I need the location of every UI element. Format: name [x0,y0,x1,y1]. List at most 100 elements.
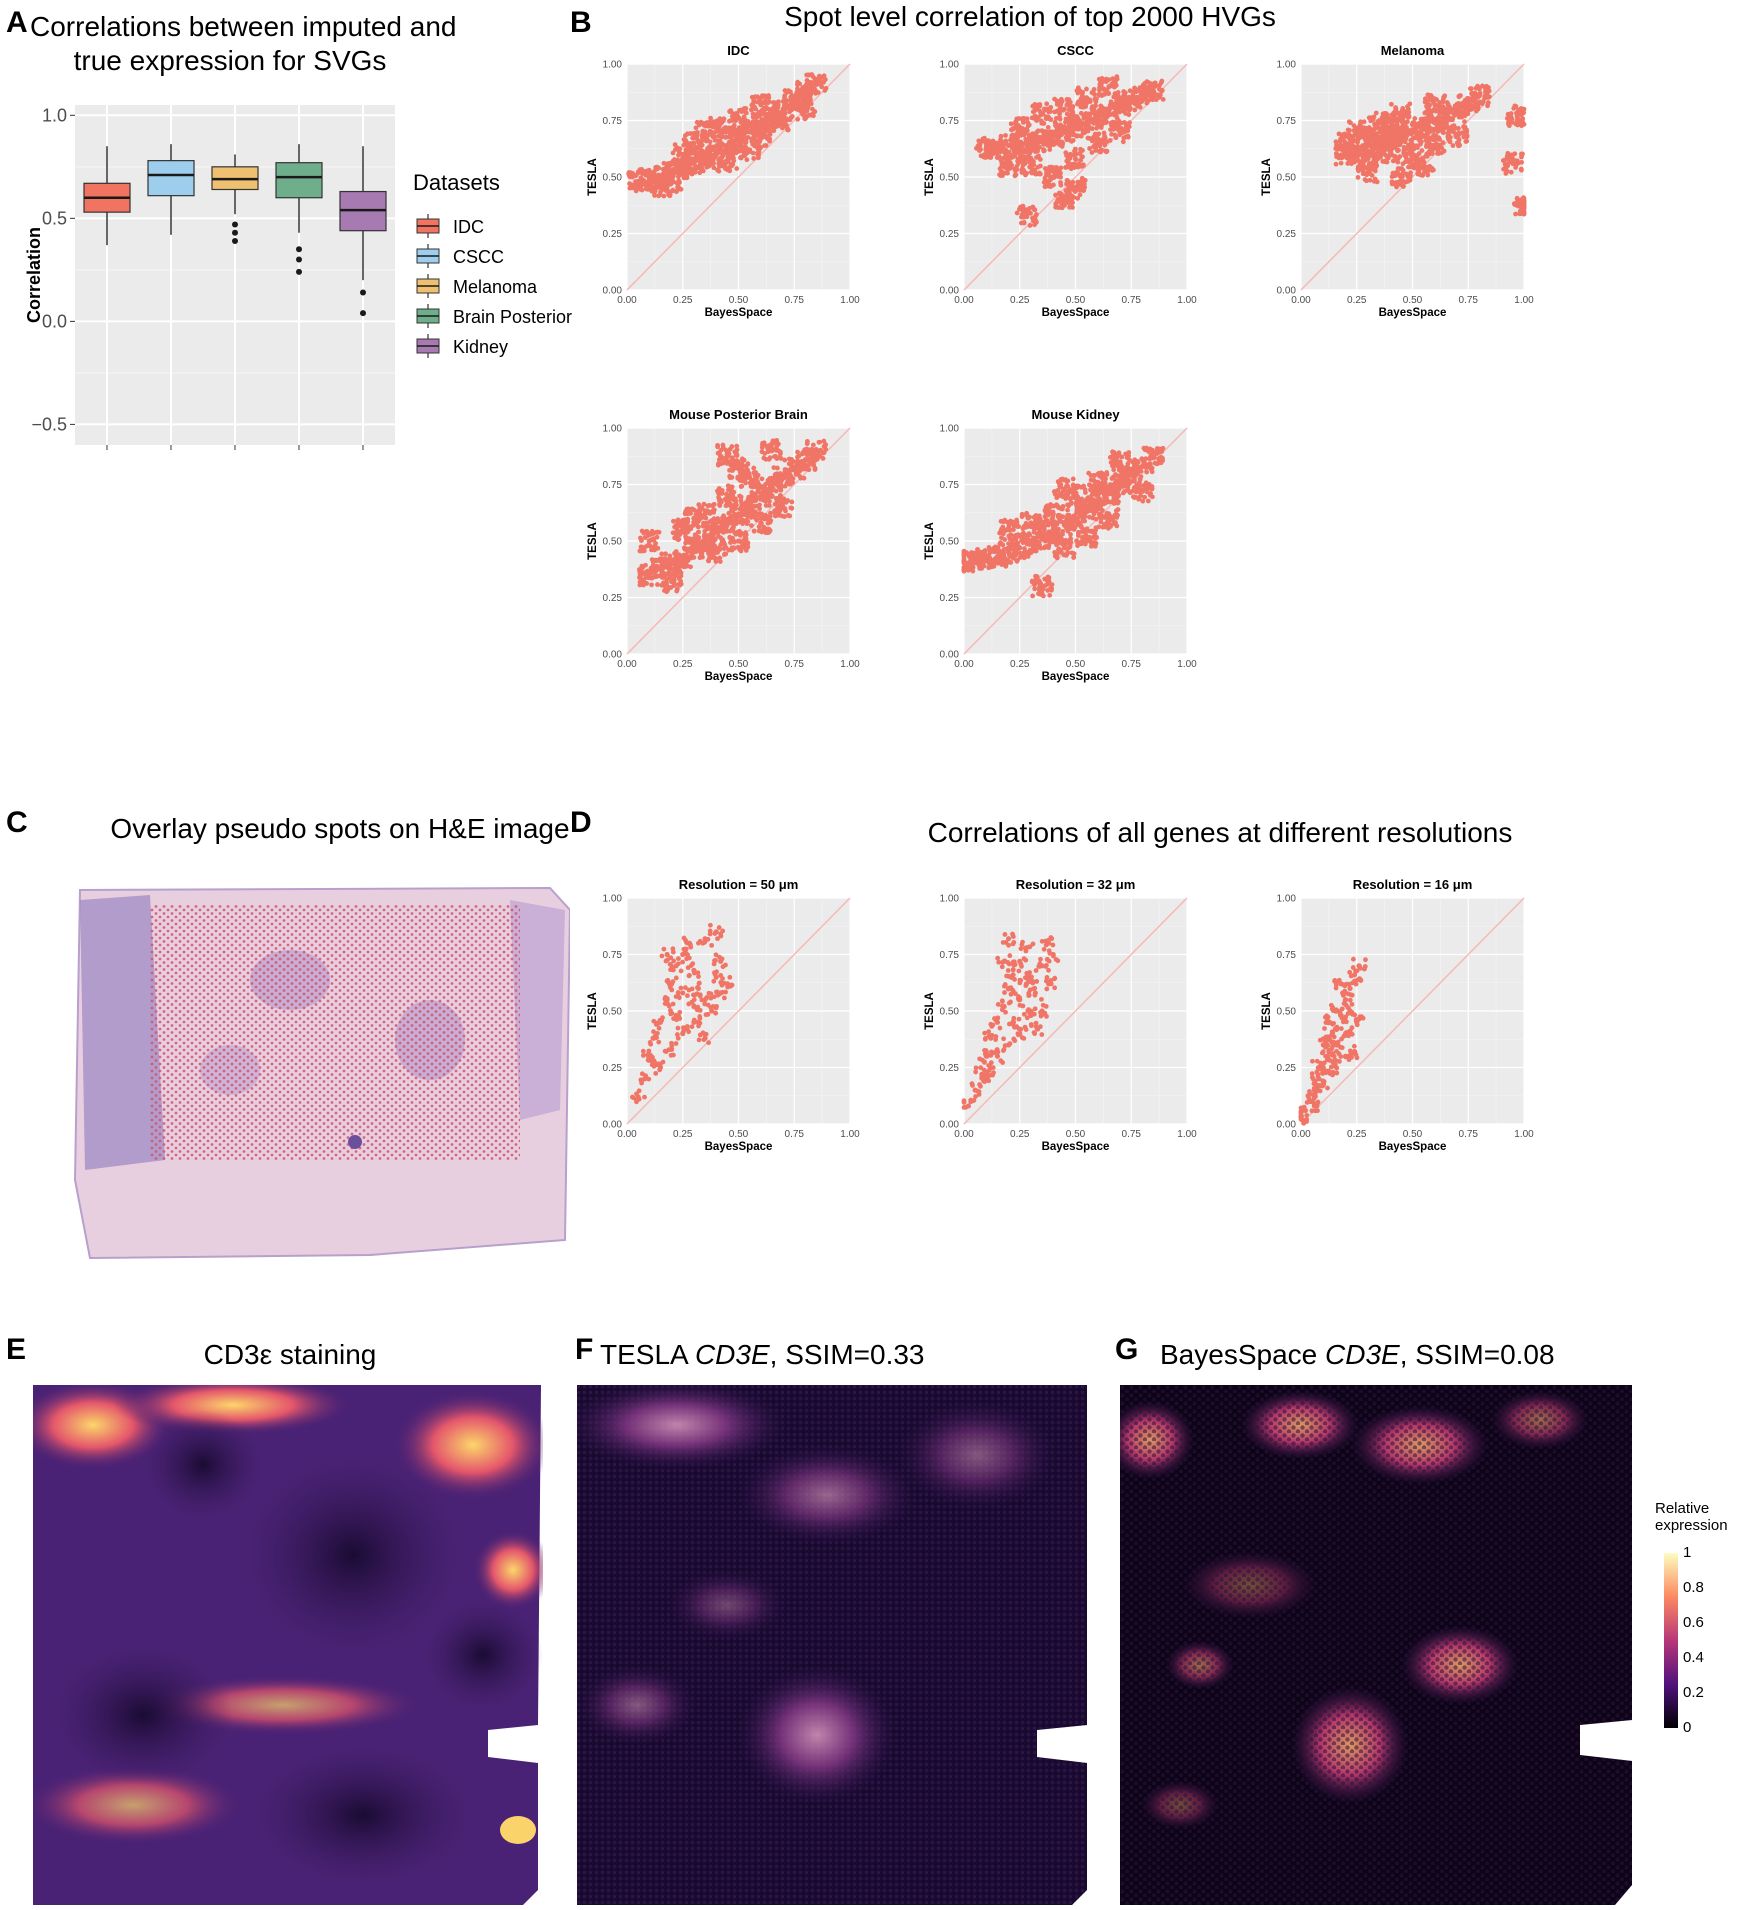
data-point [1011,126,1016,132]
data-point [638,175,644,181]
y-tick-label: 0.5 [42,208,67,228]
data-point [733,521,739,527]
x-tick-label: 1.00 [840,659,860,670]
data-point [796,465,801,471]
data-point [800,466,806,472]
y-tick-label: 0.00 [1277,286,1297,297]
data-point [679,158,685,164]
data-point [1338,160,1344,166]
x-axis-label: BayesSpace [1379,307,1447,319]
data-point [1053,131,1059,136]
data-point [710,134,716,139]
data-point [804,446,810,452]
data-point [727,534,733,540]
data-point [783,467,788,473]
data-point [626,170,632,175]
data-point [1067,104,1073,110]
data-point [697,508,703,514]
data-point [768,109,774,115]
data-point [721,116,726,122]
data-point [664,188,670,194]
scatter-title: IDC [727,43,750,58]
data-point [811,462,817,468]
data-point [1076,99,1082,104]
y-tick-label: 0.25 [940,229,960,240]
data-point [715,167,720,173]
data-point [1120,139,1126,145]
data-point [1034,154,1039,160]
data-point [779,125,785,131]
data-point [1064,131,1070,137]
data-point [673,522,679,528]
data-point [639,181,645,187]
data-point [1042,175,1048,181]
data-point [664,173,670,179]
data-point [1345,161,1351,166]
data-point [764,106,770,112]
data-point [1054,98,1060,104]
data-point [699,138,705,144]
data-point [730,129,736,135]
data-point [1409,152,1415,158]
data-point [711,160,716,166]
data-point [1449,124,1455,129]
box-outlier [360,310,366,317]
data-point [730,468,735,473]
data-point [1144,100,1150,106]
data-point [1373,110,1379,116]
data-point [645,533,651,538]
data-point [1058,180,1063,185]
data-point [1029,170,1035,176]
data-point [1447,115,1453,121]
data-point [759,529,765,535]
data-point [1504,168,1510,174]
data-point [729,163,735,169]
box-outlier [360,289,366,296]
data-point [1506,121,1511,127]
data-point [1403,159,1408,165]
data-point [648,175,654,181]
data-point [686,506,691,512]
data-point [1396,142,1401,148]
data-point [695,534,701,540]
data-point [1382,159,1388,165]
data-point [1120,106,1126,111]
data-point [1440,97,1446,103]
data-point [1459,114,1464,120]
y-tick-label: 0.0 [42,311,67,331]
data-point [1018,206,1023,212]
data-point [761,524,767,530]
data-point [1440,140,1446,146]
data-point [1013,132,1019,138]
data-point [1077,192,1083,198]
data-point [975,143,981,149]
data-point [728,108,734,114]
data-point [1021,128,1026,134]
data-point [1457,101,1463,107]
x-tick-label: 0.75 [1459,295,1479,306]
data-point [639,571,645,577]
data-point [978,139,984,145]
data-point [762,98,768,104]
data-point [752,512,758,518]
data-point [766,99,772,105]
data-point [1362,125,1368,131]
data-point [1121,89,1127,94]
data-point [1113,135,1119,141]
data-point [1414,134,1419,140]
data-point [678,556,684,561]
data-point [774,465,780,471]
data-point [798,475,804,481]
data-point [733,499,739,505]
data-point [671,157,677,162]
data-point [763,503,769,508]
data-point [654,166,660,172]
data-point [1029,115,1035,121]
data-point [1485,103,1490,109]
data-point [1355,153,1361,158]
data-point [779,112,785,118]
data-point [722,551,728,557]
data-point [666,167,672,173]
y-tick-label: −0.5 [31,414,67,434]
data-point [1401,108,1407,114]
